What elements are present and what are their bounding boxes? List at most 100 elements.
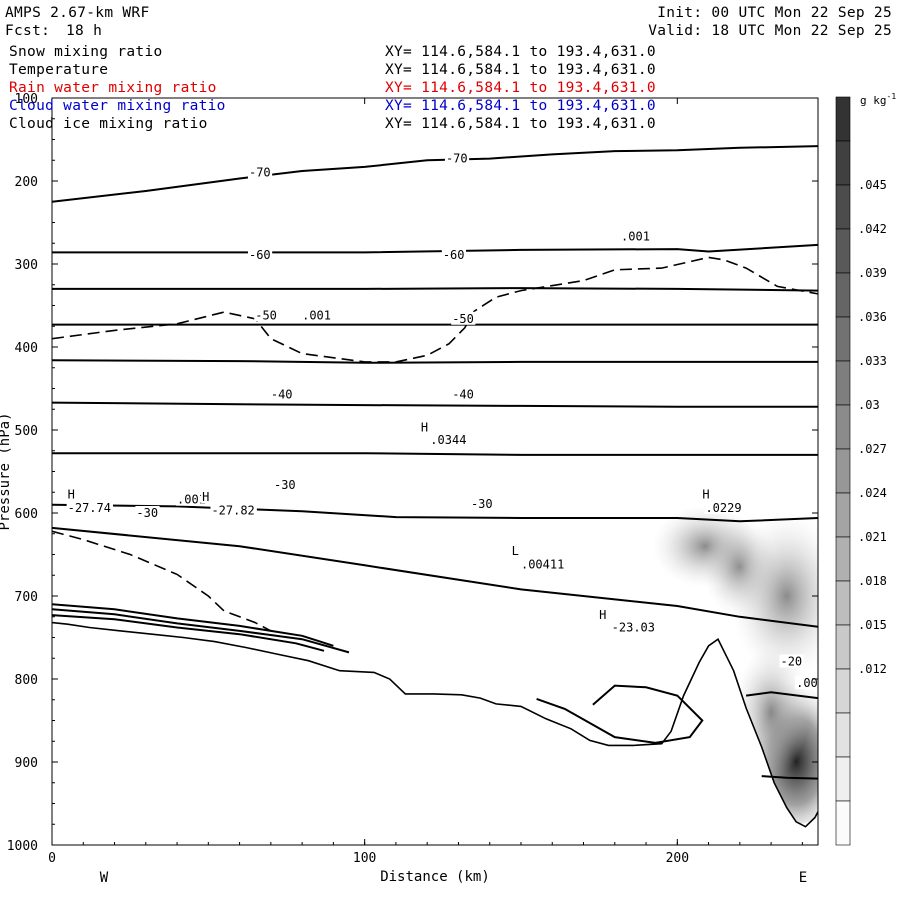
field-xy-range: XY= 114.6,584.1 to 193.4,631.0 — [385, 116, 656, 132]
temperature-contour — [52, 145, 818, 203]
contour-label: -50 — [255, 308, 277, 322]
colorbar-label: .042 — [858, 222, 887, 236]
temperature-contour — [52, 608, 350, 654]
colorbar-label: .027 — [858, 442, 887, 456]
temperature-contour — [536, 684, 704, 744]
cloud-mixing-ratio-contour — [52, 256, 818, 363]
contour-label-bg — [519, 557, 567, 571]
colorbar-bin — [835, 536, 851, 582]
temperature-contour — [52, 452, 818, 456]
x-tick-label: 100 — [353, 851, 376, 866]
field-name: Temperature — [9, 62, 109, 78]
contour-label: -50 — [452, 312, 474, 326]
contour-label-bg — [247, 165, 273, 179]
colorbar-label: .039 — [858, 266, 887, 280]
contour-label-bg — [201, 490, 211, 504]
field-xy-range: XY= 114.6,584.1 to 193.4,631.0 — [385, 98, 656, 114]
temperature-contour — [52, 401, 818, 408]
field-name: Snow mixing ratio — [9, 44, 163, 60]
contour-label-bg — [469, 496, 495, 510]
field-xy-range: XY= 114.6,584.1 to 193.4,631.0 — [385, 44, 656, 60]
contour-label-bg — [704, 501, 744, 515]
colorbar-bin — [835, 756, 851, 802]
contour-label-bg — [135, 506, 160, 519]
contour-label-bg — [510, 544, 520, 558]
temperature-contour — [761, 775, 818, 780]
contour-label-bg — [444, 151, 470, 165]
contour-label-bg — [598, 608, 608, 622]
contour-label: -30 — [136, 506, 158, 520]
colorbar-bin — [835, 492, 851, 538]
y-tick-label: 500 — [15, 424, 38, 439]
contour-label-bg — [247, 247, 273, 261]
temperature-contour — [52, 614, 325, 652]
y-axis-title: Pressure (hPa) — [0, 412, 13, 530]
temperature-contour — [52, 243, 818, 254]
colorbar-bin — [835, 360, 851, 406]
temperature-contour — [52, 287, 818, 292]
colorbar-label: .036 — [858, 310, 887, 324]
colorbar-unit: g kg-1 — [860, 92, 896, 107]
contour-label: H — [68, 488, 75, 502]
field-xy-range: XY= 114.6,584.1 to 193.4,631.0 — [385, 80, 656, 96]
y-tick-label: 900 — [15, 756, 38, 771]
contour-label-bg — [272, 477, 298, 491]
contour-label: .00411 — [521, 557, 564, 571]
colorbar-label: .03 — [858, 398, 880, 412]
contour-label-bg — [451, 311, 476, 325]
field-name: Cloud water mixing ratio — [9, 98, 226, 114]
contour-label: -40 — [271, 387, 293, 401]
x-axis-title: Distance (km) — [380, 869, 490, 885]
contour-label-bg — [441, 247, 467, 261]
colorbar-label: .045 — [858, 178, 887, 192]
terrain-line — [52, 621, 818, 828]
contour-label: -23.03 — [612, 621, 655, 635]
model-title: AMPS 2.67-km WRF — [5, 5, 150, 21]
contour-label: H — [202, 490, 209, 504]
contour-label: H — [599, 608, 606, 622]
contour-label-bg — [451, 387, 476, 401]
colorbar-bin — [835, 228, 851, 274]
field-xy-range: XY= 114.6,584.1 to 193.4,631.0 — [385, 62, 656, 78]
y-tick-label: 400 — [15, 341, 38, 356]
contour-label: .001 — [177, 493, 206, 507]
contour-label-bg — [254, 308, 279, 322]
colorbar-bin — [835, 272, 851, 318]
colorbar-label: .021 — [858, 530, 887, 544]
y-tick-label: 300 — [15, 258, 38, 273]
contour-label: .0229 — [705, 501, 741, 515]
colorbar-label: .033 — [858, 354, 887, 368]
contour-label-bg — [620, 229, 652, 243]
contour-label-bg — [301, 308, 333, 322]
contour-label-bg — [429, 432, 469, 446]
contour-label: -20 — [780, 655, 802, 669]
contour-label-bg — [779, 654, 804, 668]
contour-label: .00048 — [796, 676, 839, 690]
east-label: E — [799, 870, 807, 886]
contour-label-bg — [66, 501, 114, 515]
contour-label: -27.82 — [211, 504, 254, 518]
contour-label: -30 — [274, 478, 296, 492]
x-tick-label: 200 — [666, 851, 689, 866]
contour-label: -60 — [249, 248, 271, 262]
colorbar-bin — [835, 140, 851, 186]
temperature-contour — [52, 526, 818, 628]
contour-label: -70 — [249, 166, 271, 180]
contour-label: -27.74 — [68, 501, 111, 515]
contour-label-bg — [269, 387, 295, 401]
colorbar-label: .018 — [858, 574, 887, 588]
colorbar-label: .012 — [858, 662, 887, 676]
colorbar-bin — [835, 316, 851, 362]
colorbar-label: .024 — [858, 486, 887, 500]
colorbar-bin — [835, 404, 851, 450]
colorbar-bin — [835, 800, 851, 846]
y-tick-label: 800 — [15, 673, 38, 688]
contour-label: H — [702, 488, 709, 502]
y-tick-label: 1000 — [7, 839, 38, 854]
contour-label: -30 — [471, 497, 493, 511]
y-tick-label: 600 — [15, 507, 38, 522]
contour-label: L — [512, 544, 519, 558]
field-name: Cloud ice mixing ratio — [9, 116, 208, 132]
colorbar-bin — [835, 580, 851, 626]
